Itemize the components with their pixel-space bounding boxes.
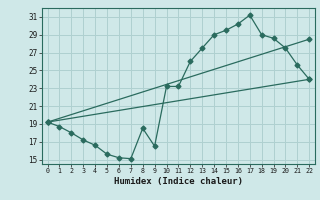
X-axis label: Humidex (Indice chaleur): Humidex (Indice chaleur) bbox=[114, 177, 243, 186]
